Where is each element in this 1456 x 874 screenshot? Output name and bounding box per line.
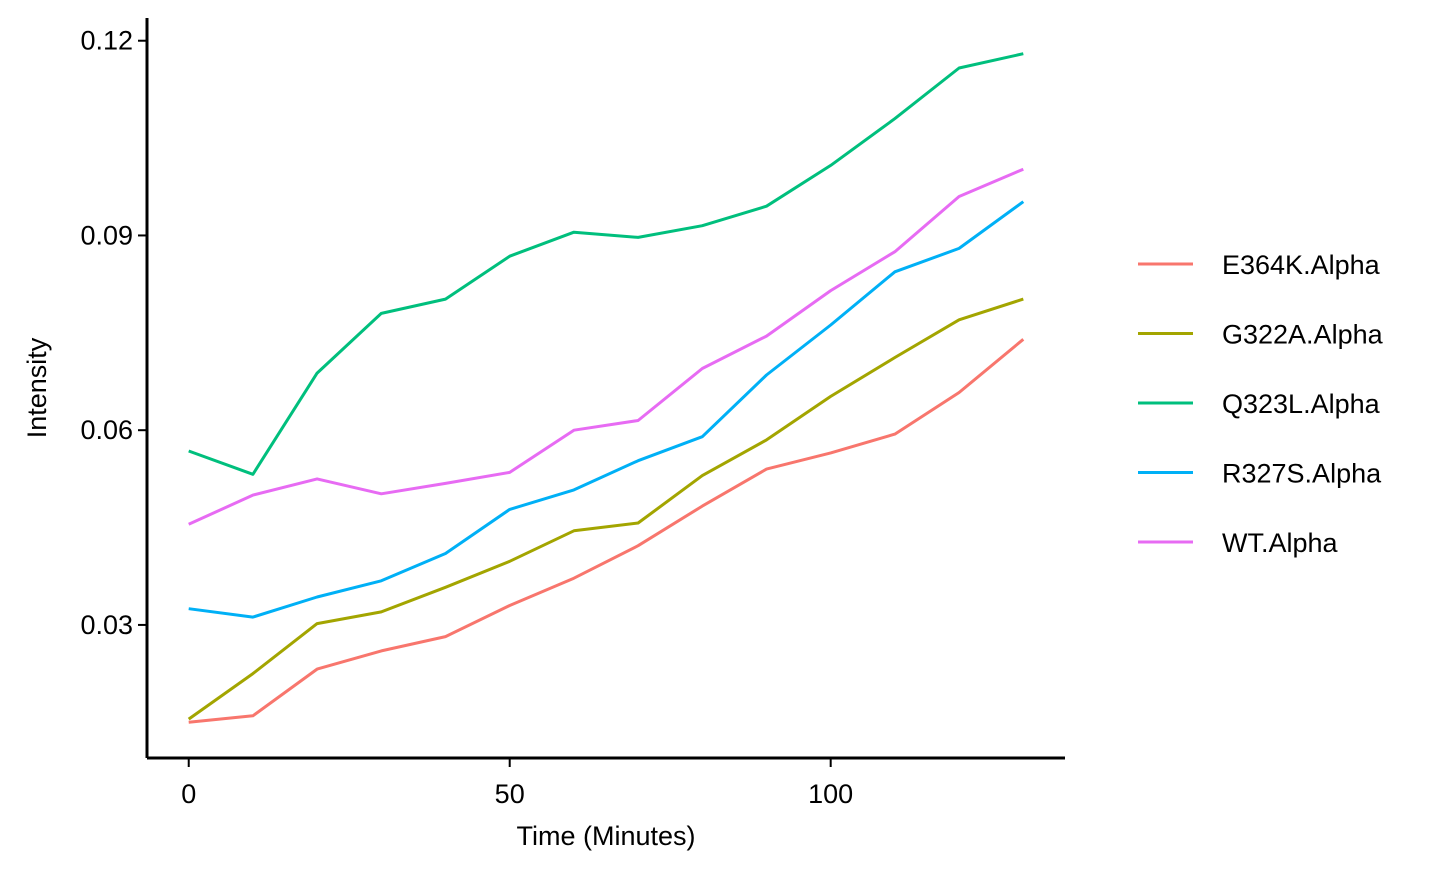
x-tick-label: 100 xyxy=(808,779,853,809)
legend-label: WT.Alpha xyxy=(1222,528,1339,558)
x-tick-label: 0 xyxy=(181,779,196,809)
y-tick-label: 0.12 xyxy=(80,26,133,56)
y-ticks: 0.03 0.06 0.09 0.12 xyxy=(80,26,147,640)
legend: E364K.Alpha G322A.Alpha Q323L.Alpha R327S.A… xyxy=(1138,250,1384,558)
y-axis-title: Intensity xyxy=(22,337,52,438)
y-tick-label: 0.06 xyxy=(80,415,133,445)
x-tick-label: 50 xyxy=(495,779,525,809)
legend-label: E364K.Alpha xyxy=(1222,250,1381,280)
x-axis-title: Time (Minutes) xyxy=(516,821,695,851)
series-line-e364k-alpha xyxy=(188,338,1025,724)
series-line-wt-alpha xyxy=(188,167,1024,526)
legend-label: R327S.Alpha xyxy=(1222,459,1382,489)
series-lines xyxy=(187,52,1025,724)
legend-label: Q323L.Alpha xyxy=(1222,389,1381,419)
y-tick-label: 0.03 xyxy=(80,610,133,640)
x-ticks: 0 50 100 xyxy=(181,758,853,809)
y-tick-label: 0.09 xyxy=(80,220,133,250)
series-line-g322a-alpha xyxy=(187,297,1024,721)
legend-label: G322A.Alpha xyxy=(1222,320,1384,350)
series-line-q323l-alpha xyxy=(188,52,1024,476)
series-line-r327s-alpha xyxy=(188,200,1025,619)
